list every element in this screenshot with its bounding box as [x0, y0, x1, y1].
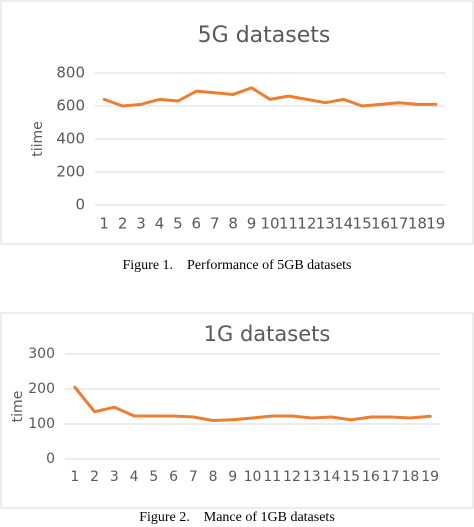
y-tick-label: 200 [28, 381, 55, 397]
x-tick-label: 13 [303, 469, 321, 485]
x-tick-label: 6 [169, 469, 178, 485]
y-tick-label: 600 [56, 97, 85, 115]
y-tick-label: 300 [28, 346, 55, 362]
x-tick-label: 15 [342, 469, 360, 485]
y-tick-label: 0 [46, 451, 55, 467]
x-tick-label: 11 [279, 215, 298, 233]
chart-frame [0, 312, 474, 509]
x-tick-label: 7 [189, 469, 198, 485]
x-tick-label: 7 [210, 215, 220, 233]
x-tick-label: 5 [173, 215, 183, 233]
x-tick-label: 16 [371, 215, 390, 233]
x-tick-label: 10 [260, 215, 279, 233]
data-line [102, 86, 438, 108]
x-tick-label: 4 [130, 469, 139, 485]
y-axis-label: time [10, 391, 26, 423]
x-tick-label: 5 [149, 469, 158, 485]
y-tick-label: 400 [56, 130, 85, 148]
x-tick-label: 12 [297, 215, 316, 233]
chart-title: 1G datasets [204, 322, 331, 346]
x-tick-label: 2 [118, 215, 128, 233]
x-tick-label: 17 [382, 469, 400, 485]
x-tick-label: 13 [316, 215, 335, 233]
x-tick-label: 9 [247, 215, 257, 233]
x-tick-label: 17 [389, 215, 408, 233]
y-tick-label: 0 [75, 196, 85, 214]
x-tick-label: 2 [90, 469, 99, 485]
y-tick-label: 200 [56, 163, 85, 181]
x-tick-label: 19 [421, 469, 439, 485]
x-tick-label: 12 [283, 469, 301, 485]
x-tick-label: 6 [192, 215, 202, 233]
x-tick-label: 9 [228, 469, 237, 485]
chart-frame [0, 0, 474, 245]
chart-title: 5G datasets [198, 23, 331, 48]
x-tick-label: 3 [136, 215, 146, 233]
x-tick-label: 10 [244, 469, 262, 485]
figure-caption: Figure 2. Mance of 1GB datasets [139, 510, 335, 525]
x-tick-label: 4 [155, 215, 165, 233]
x-tick-label: 8 [209, 469, 218, 485]
x-tick-label: 11 [263, 469, 281, 485]
x-tick-label: 3 [110, 469, 119, 485]
x-tick-label: 1 [99, 215, 109, 233]
y-tick-label: 800 [56, 64, 85, 82]
x-tick-label: 14 [323, 469, 341, 485]
y-tick-label: 100 [28, 416, 55, 432]
x-tick-label: 16 [362, 469, 380, 485]
x-tick-label: 14 [334, 215, 353, 233]
data-line [73, 385, 432, 422]
figure-caption: Figure 1. Performance of 5GB datasets [123, 258, 352, 273]
x-tick-label: 18 [401, 469, 419, 485]
x-tick-label: 19 [426, 215, 445, 233]
x-tick-label: 15 [353, 215, 372, 233]
x-tick-label: 18 [408, 215, 427, 233]
y-axis-label: tiime [30, 121, 46, 157]
x-tick-label: 1 [70, 469, 79, 485]
x-tick-label: 8 [228, 215, 238, 233]
